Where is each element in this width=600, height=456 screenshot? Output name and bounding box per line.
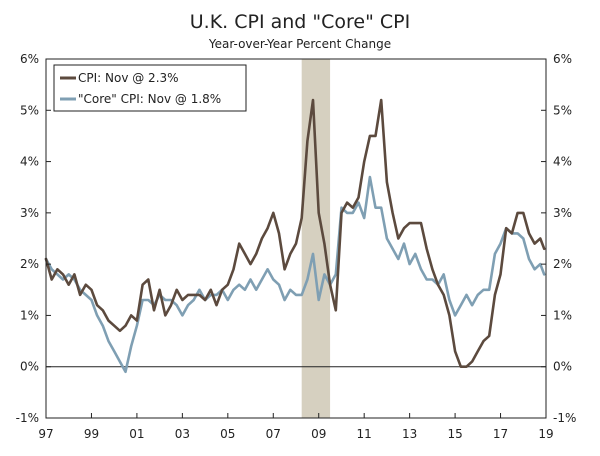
chart-title: U.K. CPI and "Core" CPI: [190, 11, 410, 33]
plot-frame: [45, 58, 547, 419]
y-tick-label-right: 5%: [553, 103, 572, 117]
legend-label-cpi: CPI: Nov @ 2.3%: [78, 71, 179, 85]
y-tick-label-right: 3%: [553, 206, 572, 220]
x-tick-label: 01: [129, 427, 144, 441]
y-tick-label-right: -1%: [553, 411, 576, 425]
x-tick-label: 99: [84, 427, 99, 441]
x-tick-label: 07: [266, 427, 281, 441]
x-tick-label: 97: [38, 427, 53, 441]
y-tick-label-right: 1%: [553, 308, 572, 322]
y-tick-label-right: 4%: [553, 155, 572, 169]
series-line-core-cpi: [44, 175, 546, 374]
x-tick-label: 15: [447, 427, 462, 441]
x-tick-label: 03: [175, 427, 190, 441]
recession-shade: [301, 59, 331, 418]
legend-label-core-cpi: "Core" CPI: Nov @ 1.8%: [78, 92, 221, 106]
x-tick-label: 17: [493, 427, 508, 441]
y-tick-label-right: 0%: [553, 360, 572, 374]
y-tick-label-left: 1%: [20, 308, 39, 322]
y-tick-label-left: -1%: [16, 411, 39, 425]
y-tick-label-left: 3%: [20, 206, 39, 220]
y-tick-label-left: 6%: [20, 52, 39, 66]
y-tick-label-right: 2%: [553, 257, 572, 271]
y-tick-label-left: 0%: [20, 360, 39, 374]
y-tick-label-left: 4%: [20, 155, 39, 169]
x-tick-label: 11: [357, 427, 372, 441]
y-tick-label-left: 5%: [20, 103, 39, 117]
series-line-cpi: [44, 98, 546, 369]
x-tick-label: 09: [311, 427, 326, 441]
y-tick-label-left: 2%: [20, 257, 39, 271]
y-tick-label-right: 6%: [553, 52, 572, 66]
legend-box: [53, 64, 247, 112]
x-tick-label: 19: [538, 427, 553, 441]
x-tick-label: 05: [220, 427, 235, 441]
x-tick-label: 13: [402, 427, 417, 441]
chart-subtitle: Year-over-Year Percent Change: [208, 37, 391, 51]
